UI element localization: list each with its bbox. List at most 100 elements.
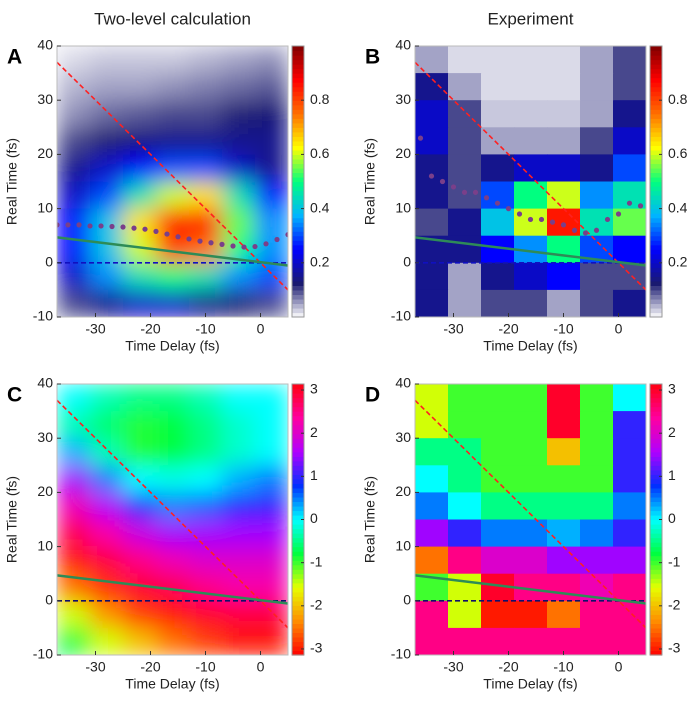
- heatmap-cell: [189, 127, 223, 155]
- colorbar-step: [292, 578, 304, 584]
- heatmap-cell: [448, 289, 482, 317]
- line: [57, 574, 288, 605]
- heatmap-cell: [547, 154, 581, 183]
- dot: [428, 173, 435, 179]
- heatmap-cell: [123, 46, 157, 74]
- x-tick-label: -10: [553, 659, 573, 675]
- y-tick-label: 40: [395, 37, 411, 53]
- dot: [527, 216, 534, 223]
- colorbar-tick-label: 3: [310, 381, 318, 397]
- heatmap: [415, 384, 646, 655]
- heatmap-cell: [613, 438, 646, 466]
- heatmap-cell: [123, 627, 157, 655]
- heatmap-cell: [415, 208, 449, 237]
- heatmap-cell: [547, 519, 581, 548]
- y-tick-label: 20: [37, 145, 53, 161]
- heatmap-cell: [57, 600, 91, 629]
- heatmap-cell: [613, 100, 646, 128]
- heatmap-cell: [255, 289, 288, 317]
- colorbar-step: [292, 163, 304, 169]
- line: [57, 236, 288, 267]
- heatmap-cell: [580, 154, 614, 183]
- heatmap-cell: [547, 289, 581, 317]
- colorbar-step: [292, 542, 304, 548]
- colorbar: -3 -2 -1 0 1 2 3: [291, 381, 323, 656]
- heatmap-cell: [580, 73, 614, 101]
- colorbar-step: [292, 415, 304, 421]
- colorbar-step: [650, 73, 662, 79]
- heatmap-cell: [189, 600, 223, 629]
- heatmap-cell: [90, 235, 124, 264]
- heatmap-cell: [448, 127, 482, 155]
- heatmap-cell: [156, 465, 190, 493]
- colorbar-tick-label: 0.6: [310, 145, 330, 161]
- colorbar-step: [292, 46, 304, 52]
- colorbar-step: [292, 86, 304, 92]
- heatmap-cell: [57, 465, 91, 493]
- colorbar-tick-label: 0: [310, 510, 318, 526]
- heatmap-cell: [90, 519, 124, 548]
- dot: [87, 223, 93, 229]
- heatmap-cell: [514, 600, 548, 629]
- colorbar-tick-label: 0.8: [668, 91, 688, 107]
- heatmap-cell: [123, 546, 157, 575]
- heatmap-cell: [547, 600, 581, 629]
- dot: [263, 241, 269, 247]
- colorbar-step: [650, 465, 662, 471]
- colorbar-tick-label: -3: [668, 640, 681, 656]
- y-tick-label: 40: [395, 375, 411, 391]
- heatmap-cell: [156, 600, 190, 629]
- colorbar-step: [292, 131, 304, 137]
- colorbar-step: [650, 276, 662, 282]
- heatmap-cell: [613, 154, 646, 183]
- heatmap-cell: [580, 546, 614, 575]
- heatmap-cell: [514, 465, 548, 493]
- colorbar-step: [292, 533, 304, 539]
- y-tick-label: -10: [33, 308, 53, 324]
- heatmap-cell: [580, 465, 614, 493]
- colorbar-step: [292, 140, 304, 146]
- colorbar-step: [292, 442, 304, 448]
- heatmap-cell: [448, 438, 482, 466]
- colorbar-step: [650, 406, 662, 412]
- colorbar-step: [292, 77, 304, 83]
- colorbar-tick-label: -3: [310, 640, 323, 656]
- colorbar-step: [650, 645, 662, 652]
- heatmap-cell: [57, 627, 91, 655]
- heatmap-cell: [255, 492, 288, 521]
- heatmap-cell: [613, 627, 646, 655]
- colorbar-step: [650, 528, 662, 534]
- heatmap-cell: [514, 100, 548, 128]
- colorbar-step: [650, 289, 662, 296]
- heatmap-cell: [514, 181, 548, 210]
- colorbar-step: [292, 388, 304, 394]
- colorbar-step: [292, 451, 304, 457]
- heatmap-cell: [613, 573, 646, 602]
- heatmap-cell: [481, 73, 515, 101]
- y-tick-label: -10: [33, 646, 53, 662]
- heatmap-cell: [189, 73, 223, 101]
- colorbar-step: [292, 596, 304, 602]
- heatmap-cell: [613, 600, 646, 629]
- heatmap-cell: [222, 384, 256, 412]
- colorbar-step: [650, 136, 662, 142]
- colorbar-step: [292, 109, 304, 115]
- colorbar-step: [650, 68, 662, 74]
- x-tick-label: 0: [615, 321, 623, 337]
- colorbar-step: [292, 100, 304, 106]
- line: [415, 61, 646, 291]
- heatmap-cell: [415, 289, 449, 317]
- heatmap-cell: [189, 181, 223, 210]
- heatmap-cell: [481, 100, 515, 128]
- colorbar-step: [292, 591, 304, 597]
- colorbar-step: [650, 181, 662, 187]
- colorbar-step: [292, 199, 304, 205]
- heatmap-cell: [613, 289, 646, 317]
- colorbar-step: [650, 167, 662, 174]
- colorbar-step: [650, 213, 662, 219]
- heatmap-cell: [222, 546, 256, 575]
- colorbar-step: [292, 82, 304, 88]
- colorbar: 0.2 0.4 0.6 0.8: [649, 45, 688, 318]
- colorbar-step: [650, 397, 662, 403]
- heatmap-cell: [613, 465, 646, 493]
